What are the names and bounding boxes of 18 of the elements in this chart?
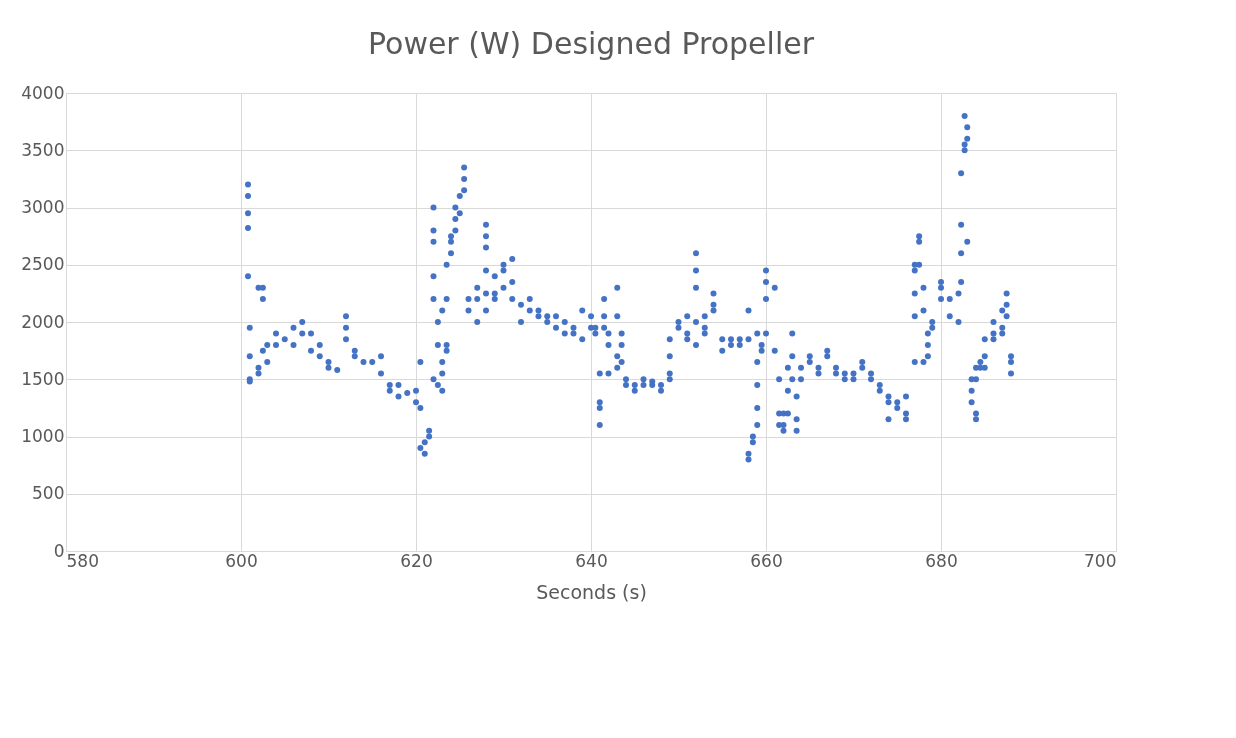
y-tick-label: 2000 (21, 311, 65, 332)
x-tick-label: 600 (225, 550, 258, 571)
y-tick-label: 500 (32, 483, 65, 504)
x-tick-label: 640 (575, 550, 608, 571)
chart-title: Power (W) Designed Propeller (367, 26, 815, 61)
x-tick-label: 680 (925, 550, 958, 571)
y-tick-label: 0 (53, 540, 65, 561)
y-tick-label: 4000 (21, 82, 65, 103)
x-tick-label: 660 (750, 550, 783, 571)
x-tick-label: 580 (66, 550, 99, 571)
x-tick-label: 620 (400, 550, 433, 571)
y-tick-label: 1500 (21, 368, 65, 389)
x-axis-title: Seconds (s) (536, 580, 647, 603)
y-tick-label: 2500 (21, 254, 65, 275)
y-tick-label: 3000 (21, 197, 65, 217)
y-tick-label: 1000 (21, 426, 65, 446)
x-tick-label: 700 (1084, 550, 1117, 571)
y-tick-label: 3500 (21, 139, 65, 160)
